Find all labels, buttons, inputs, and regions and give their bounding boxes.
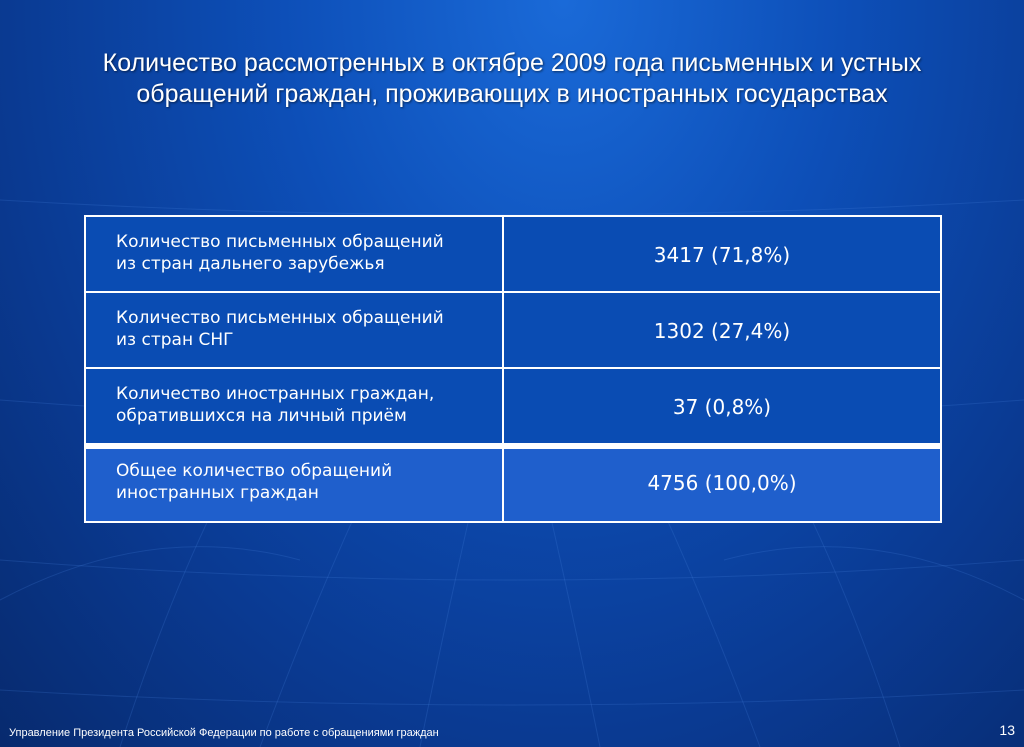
slide-title-line-1: Количество рассмотренных в октябре 2009 …: [102, 49, 922, 77]
row-label-line-2: из стран дальнего зарубежья: [116, 254, 385, 274]
page-number: 13: [999, 722, 1015, 738]
row-value: 4756 (100,0%): [647, 471, 797, 495]
table-row: Количество иностранных граждан, обративш…: [86, 369, 940, 445]
table-row: Количество письменных обращений из стран…: [86, 293, 940, 369]
row-value: 37 (0,8%): [672, 395, 772, 419]
row-label-line-1: Количество письменных обращений: [116, 308, 444, 328]
table-row: Количество письменных обращений из стран…: [86, 217, 940, 293]
row-label-line-2: из стран СНГ: [116, 330, 234, 350]
row-label-line-2: иностранных граждан: [116, 483, 319, 503]
row-label: Общее количество обращений иностранных г…: [86, 449, 504, 521]
slide-title-line-2: обращений граждан, проживающих в иностра…: [136, 80, 888, 108]
slide-title: Количество рассмотренных в октябре 2009 …: [60, 48, 964, 110]
footer-organization: Управление Президента Российской Федерац…: [9, 727, 439, 739]
row-label-line-1: Количество письменных обращений: [116, 232, 444, 252]
row-label-line-1: Количество иностранных граждан,: [116, 384, 435, 404]
row-label-line-1: Общее количество обращений: [116, 461, 393, 481]
statistics-table: Количество письменных обращений из стран…: [84, 215, 942, 523]
row-label: Количество иностранных граждан, обративш…: [86, 369, 504, 443]
row-label: Количество письменных обращений из стран…: [86, 293, 504, 367]
row-value: 3417 (71,8%): [653, 243, 791, 267]
row-label: Количество письменных обращений из стран…: [86, 217, 504, 291]
table-total-row: Общее количество обращений иностранных г…: [86, 445, 940, 521]
row-label-line-2: обратившихся на личный приём: [116, 406, 407, 426]
row-value: 1302 (27,4%): [653, 319, 791, 343]
